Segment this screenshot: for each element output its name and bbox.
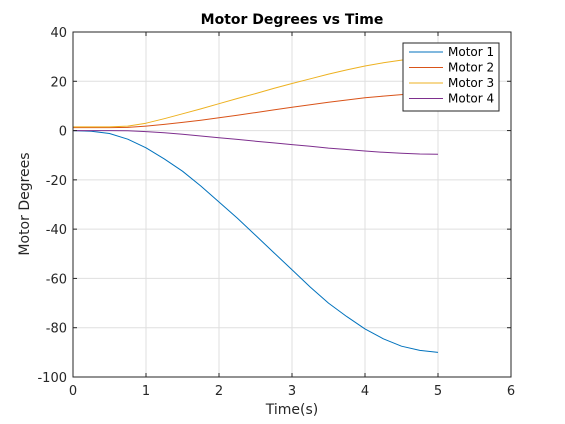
x-tick-label: 2 <box>215 384 223 399</box>
chart-title: Motor Degrees vs Time <box>201 12 384 28</box>
series-line-motor-3 <box>73 56 439 128</box>
y-tick-label: 20 <box>50 75 67 90</box>
series-lines <box>72 56 439 353</box>
x-tick-label: 3 <box>288 384 296 399</box>
y-tick-label: 0 <box>59 125 67 140</box>
y-tick-label: -20 <box>46 174 67 189</box>
series-line-motor-1 <box>72 130 439 353</box>
y-tick-label: -80 <box>46 322 67 337</box>
x-axis-label: Time(s) <box>265 402 318 418</box>
x-tick-label: 4 <box>361 384 369 399</box>
legend-box <box>402 42 500 112</box>
y-tick-label: -40 <box>46 223 67 238</box>
legend-entry-label: Motor 3 <box>448 76 494 90</box>
x-tick-label: 1 <box>142 384 150 399</box>
series-line-motor-4 <box>73 130 439 155</box>
legend-entry-label: Motor 1 <box>448 45 494 59</box>
legend-entry-label: Motor 4 <box>448 92 494 106</box>
x-tick-label: 6 <box>507 384 515 399</box>
x-tick-label: 5 <box>434 384 442 399</box>
y-tick-label: -100 <box>37 371 67 386</box>
series-line-motor-2 <box>73 92 439 129</box>
x-tick-label: 0 <box>69 384 77 399</box>
y-tick-label: 40 <box>50 26 67 41</box>
axis-ticks: 0 1 2 3 4 5 6 -100 -80 -60 -40 -20 0 20 40 <box>37 26 515 399</box>
y-tick-label: -60 <box>46 272 67 287</box>
y-axis-label: Motor Degrees <box>17 152 33 255</box>
legend-entry-label: Motor 2 <box>448 61 494 75</box>
